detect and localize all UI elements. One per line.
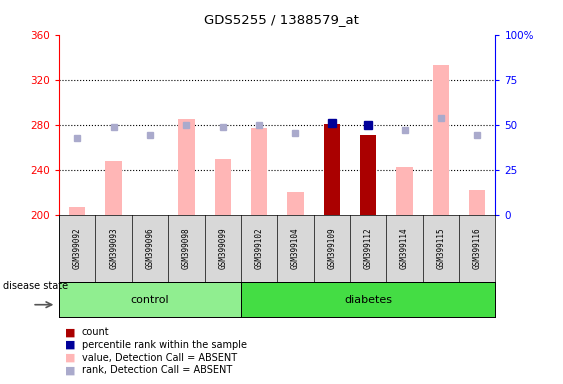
Text: GSM399102: GSM399102 xyxy=(254,228,263,270)
Bar xyxy=(469,190,485,215)
Text: GSM399114: GSM399114 xyxy=(400,228,409,270)
Bar xyxy=(433,65,449,215)
Bar xyxy=(360,135,376,215)
Text: GSM399104: GSM399104 xyxy=(291,228,300,270)
Bar xyxy=(178,119,195,215)
Text: diabetes: diabetes xyxy=(344,295,392,305)
Text: ■: ■ xyxy=(65,340,75,350)
Bar xyxy=(59,282,241,317)
Text: control: control xyxy=(131,295,169,305)
Text: GSM399092: GSM399092 xyxy=(73,228,82,270)
Text: rank, Detection Call = ABSENT: rank, Detection Call = ABSENT xyxy=(82,365,232,375)
Bar xyxy=(105,161,122,215)
Text: GSM399098: GSM399098 xyxy=(182,228,191,270)
Bar xyxy=(251,128,267,215)
Text: GSM399116: GSM399116 xyxy=(473,228,482,270)
Text: value, Detection Call = ABSENT: value, Detection Call = ABSENT xyxy=(82,353,237,362)
Text: disease state: disease state xyxy=(3,281,68,291)
Bar xyxy=(215,159,231,215)
Bar xyxy=(241,282,495,317)
Text: ■: ■ xyxy=(65,365,75,375)
Text: percentile rank within the sample: percentile rank within the sample xyxy=(82,340,247,350)
Text: GDS5255 / 1388579_at: GDS5255 / 1388579_at xyxy=(204,13,359,26)
Text: GSM399099: GSM399099 xyxy=(218,228,227,270)
Text: count: count xyxy=(82,327,109,337)
Bar xyxy=(69,207,86,215)
Bar xyxy=(324,124,340,215)
Text: GSM399096: GSM399096 xyxy=(145,228,154,270)
Text: ■: ■ xyxy=(65,353,75,362)
Text: GSM399115: GSM399115 xyxy=(436,228,445,270)
Text: GSM399112: GSM399112 xyxy=(364,228,373,270)
Bar xyxy=(287,192,303,215)
Bar xyxy=(396,167,413,215)
Text: GSM399093: GSM399093 xyxy=(109,228,118,270)
Text: ■: ■ xyxy=(65,327,75,337)
Text: GSM399109: GSM399109 xyxy=(327,228,336,270)
